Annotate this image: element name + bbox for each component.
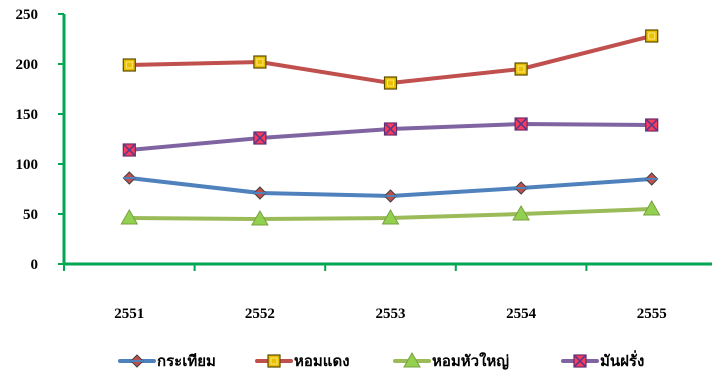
data-point: [644, 172, 659, 186]
data-point: [645, 118, 659, 132]
data-point: [514, 181, 528, 195]
legend-label: กระเทียม: [157, 352, 216, 370]
data-point: [514, 62, 528, 76]
legend-entry: หอมหัวใหญ่: [393, 351, 509, 370]
data-point: [514, 117, 528, 131]
chart-axes: [62, 14, 712, 266]
legend-entry: หอมแดง: [255, 352, 350, 370]
data-point: [381, 208, 400, 225]
data-point: [122, 171, 137, 185]
x-tick-label: 2555: [637, 306, 667, 322]
data-point: [383, 189, 398, 203]
data-point: [383, 76, 398, 90]
x-tick-label: 2553: [376, 306, 406, 322]
y-tick-label: 250: [16, 7, 39, 23]
data-point: [120, 208, 139, 225]
legend-entry: มันฝรั่ง: [561, 350, 644, 370]
series-line: [127, 34, 654, 85]
legend-marker: [130, 354, 144, 368]
y-tick-label: 100: [16, 157, 39, 173]
x-tick-label: 2552: [245, 306, 275, 322]
data-point: [253, 131, 267, 145]
data-point: [642, 199, 661, 216]
series-2: [122, 29, 659, 90]
data-point: [251, 209, 269, 226]
data-point: [253, 55, 267, 69]
data-point: [122, 143, 136, 157]
legend-marker: [403, 351, 421, 368]
series-3: [120, 199, 661, 226]
data-point: [645, 29, 659, 43]
data-point: [383, 122, 398, 136]
series-layer: [120, 29, 661, 226]
series-1: [122, 171, 659, 203]
legend-marker: [267, 354, 281, 368]
y-tick-label: 0: [31, 257, 39, 273]
legend-marker: [573, 354, 587, 368]
legend-label: หอมแดง: [294, 352, 350, 370]
y-tick-label: 150: [16, 107, 39, 123]
legend-label: หอมหัวใหญ่: [432, 352, 509, 370]
x-axis-ticks: 2551 2552 2553 2554 2555: [63, 264, 667, 322]
legend-label: มันฝรั่ง: [600, 350, 644, 370]
chart-legend: กระเทียม หอมแดง หอมหัวใหญ่ มันฝรั่ง: [118, 350, 644, 370]
y-tick-label: 200: [16, 57, 39, 73]
y-axis-ticks: 0 50 100 150 200 250: [16, 7, 64, 273]
legend-entry: กระเทียม: [118, 352, 216, 370]
data-point: [512, 204, 530, 221]
series-4: [122, 117, 659, 157]
x-tick-label: 2551: [114, 306, 144, 322]
y-tick-label: 50: [23, 207, 38, 223]
data-point: [122, 58, 136, 72]
data-point: [253, 186, 267, 200]
x-tick-label: 2554: [506, 306, 537, 322]
